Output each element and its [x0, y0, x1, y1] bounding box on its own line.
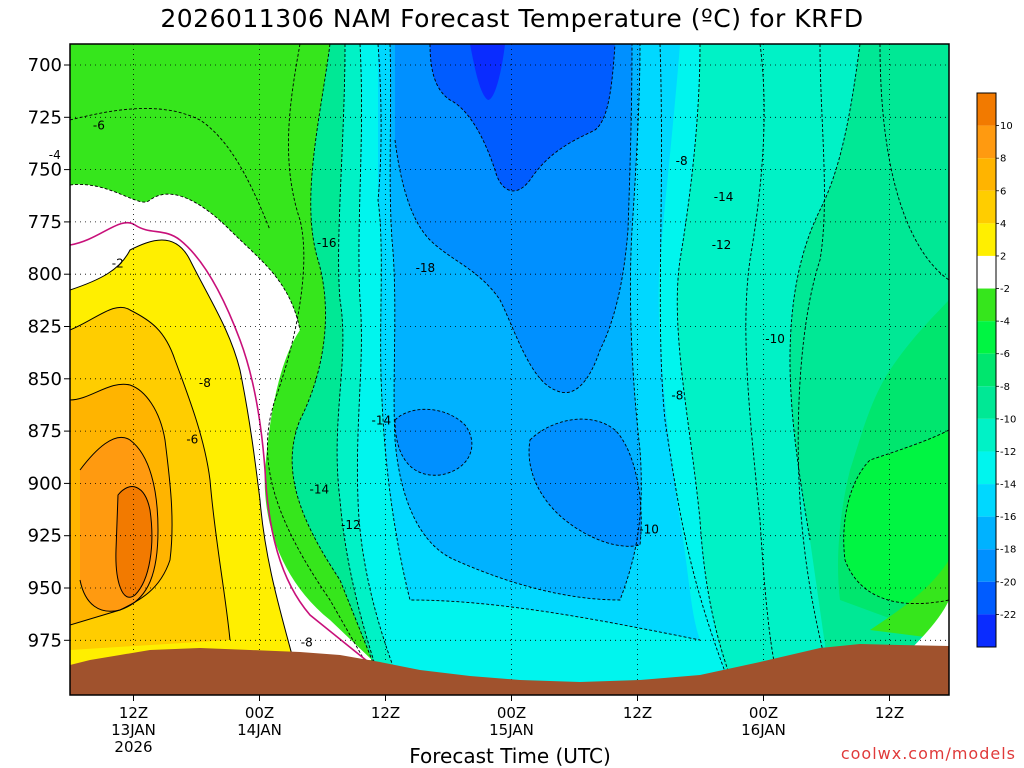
colorbar-band: [977, 223, 996, 256]
colorbar-label: -10: [1000, 414, 1016, 425]
colorbar-band: [977, 321, 996, 354]
colorbar: 10 8 6 4 2 -2 -4 -6 -8 -10 -12 -14 -16 -18 -20 -22: [976, 92, 1016, 648]
colorbar-band: [977, 255, 996, 289]
y-tick-label: 800: [28, 264, 62, 285]
plot-area: [70, 44, 949, 695]
x-tick-label: 00Z: [245, 704, 274, 722]
colorbar-label: -16: [1000, 512, 1016, 523]
y-tick-label: 725: [28, 107, 62, 128]
grid-lines: [70, 44, 949, 695]
y-tick-label: 825: [28, 317, 62, 338]
contour-label: -18: [416, 261, 436, 275]
colorbar-label: 10: [1000, 121, 1013, 132]
colorbar-label: -20: [1000, 577, 1016, 588]
contour-label: -6: [186, 432, 198, 446]
colorbar-band: [977, 451, 996, 485]
x-tick-label: 14JAN: [237, 721, 282, 739]
contour-label: -8: [676, 154, 688, 168]
colorbar-band: [977, 418, 996, 452]
colorbar-band: [977, 581, 996, 615]
y-tick-label: 950: [28, 578, 62, 599]
contour-labels: -6 -4 -2 -8 -6 -16 -18 -14 -14 -12 -8 -8 -14 -12 -10 -8…: [49, 119, 785, 650]
x-tick-label: 12Z: [119, 704, 148, 722]
x-tick-label: 2026: [114, 738, 152, 756]
x-tick-label: 12Z: [371, 704, 400, 722]
contour-label: -8: [199, 376, 211, 390]
colorbar-frame: [976, 92, 997, 648]
zero-isotherm: [70, 222, 373, 666]
contour-label: -8: [671, 389, 683, 403]
x-tick-label: 12Z: [875, 704, 904, 722]
colorbar-band: [977, 386, 996, 419]
y-tick-label: 700: [28, 55, 62, 76]
contour-label: -14: [310, 483, 330, 497]
y-tick-label: 925: [28, 526, 62, 547]
contour-label: -6: [93, 119, 105, 133]
positive-contours: [70, 239, 293, 656]
credit-link[interactable]: coolwx.com/models: [840, 744, 1016, 763]
x-tick-label: 00Z: [749, 704, 778, 722]
colorbar-label: -14: [1000, 480, 1016, 491]
colorbar-band: [977, 158, 996, 191]
contour-label: -14: [714, 190, 734, 204]
x-tick-label: 16JAN: [741, 721, 786, 739]
colorbar-band: [977, 484, 996, 517]
colorbar-label: -2: [1000, 284, 1010, 295]
colorbar-band: [977, 93, 996, 126]
y-tick-label: 975: [28, 630, 62, 651]
colorbar-band: [977, 125, 996, 159]
colorbar-band: [977, 516, 996, 550]
colorbar-label: 2: [1000, 251, 1006, 262]
contour-label: -2: [112, 257, 124, 271]
colorbar-label: 8: [1000, 154, 1006, 165]
contour-label: -8: [301, 635, 313, 649]
colorbar-band: [977, 190, 996, 224]
colorbar-band: [977, 288, 996, 322]
colorbar-label: -8: [1000, 382, 1010, 393]
colorbar-band: [977, 614, 996, 647]
y-tick-label: 850: [28, 369, 62, 390]
negative-contours: [70, 44, 949, 691]
chart-title: 2026011306 NAM Forecast Temperature (ºC)…: [160, 4, 864, 33]
plot-frame: [69, 43, 950, 696]
colorbar-label: -12: [1000, 447, 1016, 458]
y-tick-label: 775: [28, 212, 62, 233]
contour-label: -10: [639, 522, 659, 536]
x-tick-label: 13JAN: [111, 721, 156, 739]
colorbar-band: [977, 549, 996, 582]
colorbar-label: 6: [1000, 186, 1006, 197]
y-tick-label: 750: [28, 160, 62, 181]
y-tick-label: 875: [28, 421, 62, 442]
x-axis-title: Forecast Time (UTC): [409, 744, 611, 768]
contour-label: -16: [317, 236, 337, 250]
y-tick-label: 900: [28, 473, 62, 494]
colorbar-label: 4: [1000, 219, 1006, 230]
contour-label: -12: [712, 238, 732, 252]
x-tick-label: 12Z: [623, 704, 652, 722]
y-axis: 700 725 750 775 800 825 850 875 900 925 950 975: [28, 55, 70, 651]
colorbar-band: [977, 353, 996, 387]
x-tick-label: 15JAN: [489, 721, 534, 739]
terrain: [70, 644, 949, 695]
contour-label: -12: [341, 518, 361, 532]
colorbar-label: -4: [1000, 317, 1010, 328]
contour-label: -4: [49, 148, 61, 162]
colorbar-label: -22: [1000, 610, 1016, 621]
colorbar-label: -6: [1000, 349, 1010, 360]
colorbar-label: -18: [1000, 545, 1016, 556]
x-tick-label: 00Z: [497, 704, 526, 722]
contour-label: -14: [371, 414, 391, 428]
contour-label: -10: [765, 332, 785, 346]
